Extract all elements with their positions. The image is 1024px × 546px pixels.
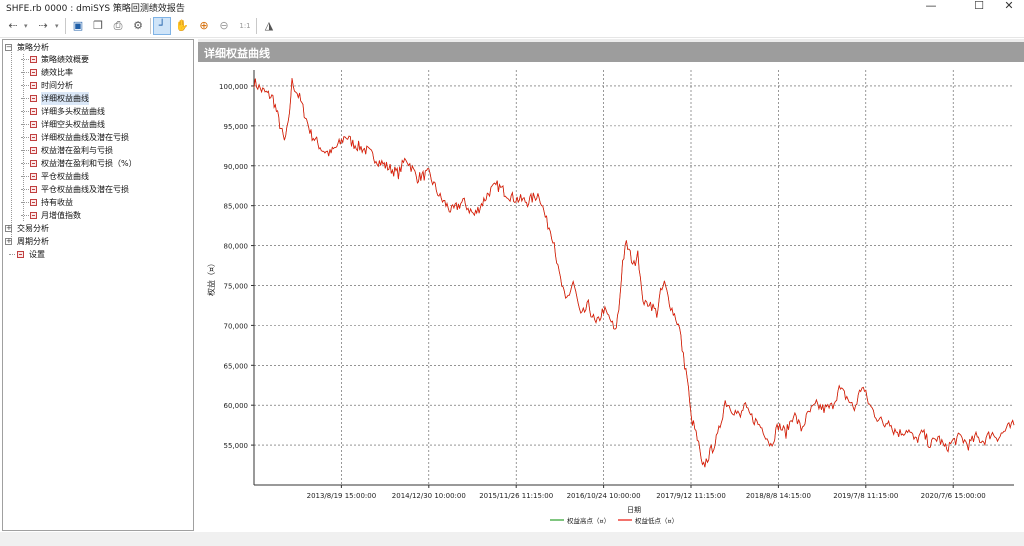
tree-item-label: 详细权益曲线 <box>41 92 89 105</box>
tree-item-label: 详细空头权益曲线 <box>41 120 105 129</box>
report-page-icon <box>30 56 37 63</box>
x-tick-label: 2017/9/12 11:15:00 <box>656 492 726 500</box>
y-axis-title: 权益（¤） <box>206 259 216 296</box>
equity-chart[interactable]: 55,000 60,000 65,000 70,000 75,000 80,000 85,0… <box>198 62 1024 531</box>
tree-group-label: 交易分析 <box>17 224 49 233</box>
print-icon[interactable]: ⎙ <box>113 19 123 32</box>
y-axis-ticks: 55,000 60,000 65,000 70,000 75,000 80,000 85,0… <box>219 83 254 450</box>
report-panel: 详细权益曲线 55,000 60,000 65,000 70,000 75,000 80,… <box>198 39 1024 531</box>
chart-page-icon <box>30 212 37 219</box>
status-bar <box>0 532 1024 546</box>
tree-item-label: 策略绩效概要 <box>41 55 89 64</box>
y-tick-label: 100,000 <box>219 83 248 91</box>
report-page-icon <box>30 82 37 89</box>
tree-item-label: 权益潜在盈利和亏损（%） <box>41 159 137 168</box>
x-tick-label: 2014/12/30 10:00:00 <box>392 492 466 500</box>
settings-icon[interactable]: ⚙ <box>133 19 143 32</box>
settings-page-icon <box>17 251 24 258</box>
hand-pan-icon[interactable]: ✋ <box>175 19 189 32</box>
y-tick-label: 75,000 <box>224 282 249 290</box>
chart-grid <box>254 70 1014 485</box>
chart-page-icon <box>30 134 37 141</box>
forward-arrow-icon[interactable]: ⇢ <box>38 19 48 32</box>
back-arrow-icon[interactable]: ⇠ <box>8 19 18 32</box>
y-tick-label: 80,000 <box>224 243 249 251</box>
y-tick-label: 90,000 <box>224 163 249 171</box>
copy-icon[interactable]: ❐ <box>93 19 103 32</box>
back-dropdown-icon[interactable]: ▾ <box>24 22 28 30</box>
tree-item-label: 平仓权益曲线及潜在亏损 <box>41 185 129 194</box>
report-page-icon <box>30 69 37 76</box>
close-button[interactable]: ✕ <box>1004 0 1014 12</box>
report-tree: − 策略分析 策略绩效概要 绩效比率 时间分析 详细权益曲线 详细多头权益曲线 … <box>2 39 194 531</box>
y-tick-label: 95,000 <box>224 123 249 131</box>
tree-connector <box>11 50 12 245</box>
collapse-icon[interactable]: − <box>5 43 12 51</box>
tree-group-label: 策略分析 <box>17 43 49 52</box>
chart-page-icon <box>30 173 37 180</box>
tree-item-label: 权益潜在盈利与亏损 <box>41 146 113 155</box>
chart-page-icon <box>30 95 37 102</box>
zoom-in-icon[interactable]: ⊕ <box>199 19 209 32</box>
y-tick-label: 55,000 <box>224 442 249 450</box>
toolbar: ⇠ ▾ ⇢ ▾ ▣ ❐ ⎙ ⚙ ┘ ✋ ⊕ ⊖ 1:1 ◮ <box>0 14 1024 38</box>
x-axis-title: 日期 <box>627 506 641 514</box>
fit-icon[interactable]: 1:1 <box>239 22 251 30</box>
expand-icon[interactable]: + <box>5 237 12 245</box>
chart-page-icon <box>30 147 37 154</box>
chart-area[interactable]: 55,000 60,000 65,000 70,000 75,000 80,000 85,0… <box>198 62 1024 531</box>
series-line-equity-high <box>253 78 1015 468</box>
x-tick-label: 2019/7/8 11:15:00 <box>833 492 898 500</box>
tree-item-label: 设置 <box>29 250 45 259</box>
tree-item-label: 时间分析 <box>41 81 73 90</box>
x-tick-label: 2016/10/24 10:00:00 <box>567 492 641 500</box>
y-tick-label: 60,000 <box>224 402 249 410</box>
crosshair-icon[interactable]: ┘ <box>153 17 171 35</box>
chart-style-icon[interactable]: ◮ <box>264 19 274 32</box>
chart-page-icon <box>30 121 37 128</box>
x-tick-label: 2018/8/8 14:15:00 <box>746 492 811 500</box>
panel-header: 详细权益曲线 <box>198 42 1024 62</box>
tree-item-label: 绩效比率 <box>41 68 73 77</box>
chart-legend: 权益高点（¤） 权益低点（¤） <box>550 516 678 525</box>
tree-item-label: 详细权益曲线及潜在亏损 <box>41 133 129 142</box>
maximize-button[interactable]: ☐ <box>974 0 984 12</box>
title-bar: SHFE.rb 0000 : dmiSYS 策略回测绩效报告 — ☐ ✕ <box>0 0 1024 14</box>
toolbar-separator <box>256 18 257 34</box>
expand-icon[interactable]: + <box>5 224 12 232</box>
zoom-out-icon[interactable]: ⊖ <box>219 19 229 32</box>
tree-item-label: 平仓权益曲线 <box>41 172 89 181</box>
tree-item-label: 详细多头权益曲线 <box>41 107 105 116</box>
series-line-equity-low <box>253 78 1015 468</box>
chart-page-icon <box>30 108 37 115</box>
save-icon[interactable]: ▣ <box>72 19 84 32</box>
chart-page-icon <box>30 160 37 167</box>
panel-title: 详细权益曲线 <box>204 47 270 60</box>
toolbar-separator <box>65 18 66 34</box>
legend-label: 权益低点（¤） <box>635 516 678 525</box>
y-tick-label: 65,000 <box>224 362 249 370</box>
toolbar-separator <box>150 18 151 34</box>
y-tick-label: 85,000 <box>224 203 249 211</box>
report-page-icon <box>30 199 37 206</box>
chart-page-icon <box>30 186 37 193</box>
tree-item-label: 持有收益 <box>41 198 73 207</box>
x-tick-label: 2015/11/26 11:15:00 <box>479 492 553 500</box>
tree-item-label: 月增值指数 <box>41 211 81 220</box>
x-tick-label: 2020/7/6 15:00:00 <box>921 492 986 500</box>
window-title: SHFE.rb 0000 : dmiSYS 策略回测绩效报告 <box>6 4 185 14</box>
y-tick-label: 70,000 <box>224 322 249 330</box>
series-layer <box>253 78 1015 468</box>
minimize-button[interactable]: — <box>925 0 937 12</box>
x-tick-label: 2013/8/19 15:00:00 <box>307 492 377 500</box>
forward-dropdown-icon[interactable]: ▾ <box>55 22 59 30</box>
legend-label: 权益高点（¤） <box>567 516 610 525</box>
tree-group-label: 周期分析 <box>17 237 49 246</box>
x-axis-ticks: 2013/8/19 15:00:00 2014/12/30 10:00:00 201… <box>307 485 986 500</box>
